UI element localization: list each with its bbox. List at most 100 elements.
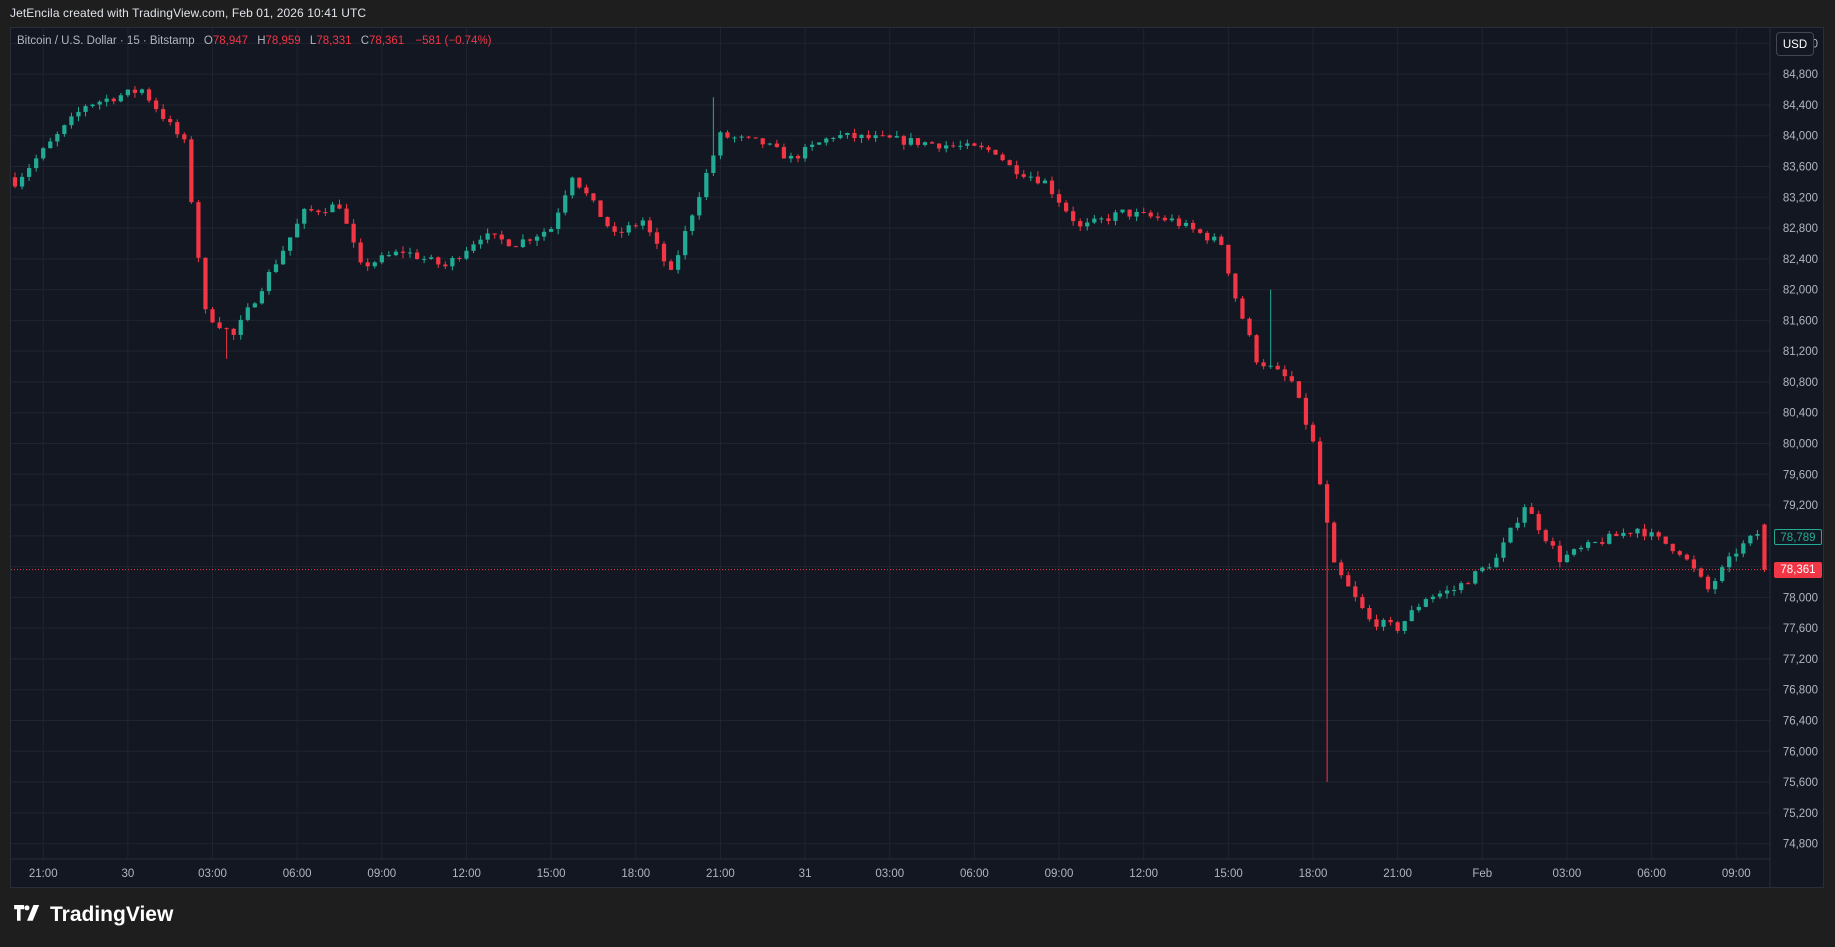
candle-body bbox=[788, 155, 794, 159]
candle-body bbox=[379, 255, 384, 263]
close-value: 78,361 bbox=[369, 35, 405, 47]
candle-body bbox=[1585, 542, 1591, 548]
candle-body bbox=[429, 257, 434, 259]
candle-body bbox=[1508, 527, 1513, 543]
candle-body bbox=[1480, 567, 1485, 572]
candle-body bbox=[859, 134, 864, 139]
candle-body bbox=[1303, 397, 1309, 425]
candle-body bbox=[1056, 194, 1062, 203]
candle-body bbox=[1148, 212, 1153, 217]
candle-body bbox=[795, 155, 801, 159]
candle-body bbox=[979, 145, 984, 148]
candle-body bbox=[1409, 610, 1414, 622]
time-tick-label: 12:00 bbox=[1129, 868, 1158, 880]
candle-body bbox=[217, 322, 222, 329]
candle-body bbox=[944, 145, 949, 149]
ohlc-legend: Bitcoin / U.S. Dollar · 15 · Bitstamp O7… bbox=[17, 35, 492, 47]
candle-body bbox=[894, 136, 899, 138]
candle-body bbox=[1205, 232, 1210, 241]
candle-body bbox=[654, 232, 660, 244]
candle-body bbox=[887, 135, 892, 138]
candle-body bbox=[760, 138, 765, 145]
candle-body bbox=[1198, 229, 1203, 233]
price-tick-label: 81,200 bbox=[1783, 346, 1818, 358]
candle-body bbox=[252, 303, 257, 308]
candle-body bbox=[464, 250, 469, 259]
candle-body bbox=[295, 223, 300, 238]
candle-body bbox=[55, 134, 60, 142]
candle-body bbox=[1113, 212, 1118, 221]
time-tick-label: 31 bbox=[799, 868, 812, 880]
candle-body bbox=[1155, 216, 1160, 218]
candle-body bbox=[1628, 532, 1633, 534]
candle-body bbox=[1360, 597, 1365, 609]
candle-body bbox=[633, 225, 638, 227]
price-tick-label: 74,800 bbox=[1783, 839, 1818, 851]
price-tick-label: 76,000 bbox=[1783, 746, 1818, 758]
candle-body bbox=[393, 251, 399, 256]
candle-body bbox=[1642, 528, 1647, 537]
candle-body bbox=[118, 95, 123, 102]
candle-body bbox=[1762, 524, 1767, 570]
candle-body bbox=[1635, 528, 1640, 534]
candle-body bbox=[513, 246, 518, 248]
chart-frame[interactable] bbox=[10, 27, 1824, 888]
candle-body bbox=[330, 204, 335, 213]
time-tick-label: 15:00 bbox=[1214, 868, 1243, 880]
candle-body bbox=[852, 132, 857, 139]
candle-body bbox=[344, 208, 349, 224]
candle-body bbox=[273, 264, 279, 272]
candle-body bbox=[767, 143, 772, 145]
candle-body bbox=[1183, 222, 1189, 226]
candle-body bbox=[1550, 541, 1555, 546]
candle-body bbox=[753, 137, 758, 139]
price-tick-label: 84,800 bbox=[1783, 69, 1818, 81]
candle-body bbox=[436, 257, 441, 265]
candle-body bbox=[97, 101, 102, 105]
candle-body bbox=[958, 145, 963, 147]
time-tick-label: 03:00 bbox=[198, 868, 227, 880]
candle-body bbox=[386, 255, 391, 257]
candle-body bbox=[732, 137, 737, 139]
candle-body bbox=[612, 226, 617, 232]
candle-body bbox=[1247, 318, 1252, 336]
price-tick-label: 76,800 bbox=[1783, 685, 1818, 697]
candle-body bbox=[1663, 536, 1668, 544]
candle-body bbox=[1071, 211, 1076, 222]
candle-body bbox=[1656, 532, 1661, 537]
candle-body bbox=[1162, 217, 1167, 221]
candle-body bbox=[873, 135, 878, 139]
candle-body bbox=[62, 125, 67, 135]
candle-body bbox=[1374, 619, 1379, 627]
price-tick-label: 75,200 bbox=[1783, 808, 1818, 820]
candle-body bbox=[1106, 218, 1111, 221]
candle-body bbox=[1063, 202, 1069, 212]
candle-body bbox=[1134, 211, 1139, 217]
candle-body bbox=[739, 136, 744, 138]
candle-body bbox=[1494, 557, 1499, 568]
candle-body bbox=[26, 168, 32, 177]
tradingview-brand[interactable]: TradingView bbox=[10, 903, 173, 927]
time-tick-label: 21:00 bbox=[29, 868, 58, 880]
candle-body bbox=[196, 202, 201, 258]
candle-body bbox=[915, 138, 921, 145]
candle-body bbox=[485, 233, 490, 240]
candle-body bbox=[161, 109, 166, 119]
candle-body bbox=[1042, 180, 1048, 184]
candle-body bbox=[683, 230, 688, 256]
candle-body bbox=[69, 116, 74, 126]
candle-body bbox=[1035, 176, 1040, 184]
price-tick-label: 82,800 bbox=[1783, 223, 1818, 235]
candle-body bbox=[1571, 549, 1577, 555]
candle-body bbox=[450, 257, 455, 267]
candle-body bbox=[1698, 568, 1704, 577]
open-label: O bbox=[203, 35, 213, 47]
candle-body bbox=[19, 176, 25, 187]
price-tick-label: 83,200 bbox=[1783, 192, 1818, 204]
candle-body bbox=[146, 89, 152, 101]
candle-body bbox=[1543, 530, 1548, 542]
candle-body bbox=[1755, 534, 1760, 536]
currency-button[interactable]: USD bbox=[1776, 32, 1814, 56]
candle-body bbox=[1437, 593, 1443, 597]
